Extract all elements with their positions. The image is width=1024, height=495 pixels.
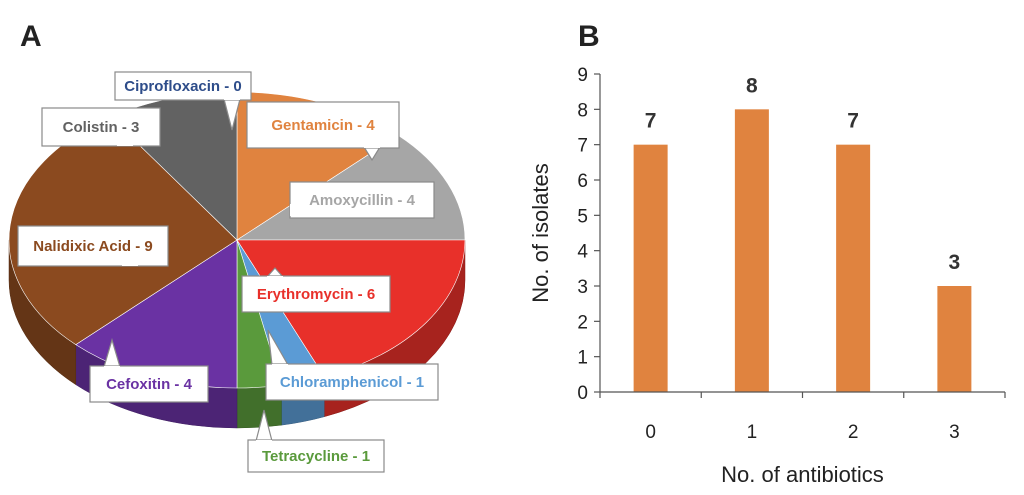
bar-1	[734, 109, 769, 392]
y-tick-label: 4	[577, 242, 588, 263]
bars: 7 8 7 3	[633, 74, 972, 392]
bar-0	[633, 144, 668, 392]
x-tick-label: 2	[848, 422, 859, 443]
bar-3	[937, 286, 972, 392]
y-tick-label: 7	[577, 136, 588, 157]
callout-gentamicin-4: Gentamicin - 4	[246, 101, 400, 162]
x-axis-ticks: 0 1 2 3	[599, 392, 1006, 443]
callout-chloramphenicol-1: Chloramphenicol - 1	[265, 329, 439, 401]
bar-chart: 0 1 2 3 4 5 6 7 8 9 7 8 7 3 0 1 2 3 No. of isolates No.…	[528, 65, 1006, 487]
callout-box	[247, 439, 385, 473]
slice-label-chloramphenicol-1: Chloramphenicol - 1	[280, 374, 424, 391]
callout-nalidixic-acid-9: Nalidixic Acid - 9	[17, 225, 169, 267]
y-axis-ticks: 0 1 2 3 4 5 6 7 8 9	[577, 65, 600, 404]
panel-label-a: A	[20, 20, 42, 53]
slice-label-amoxycillin-4: Amoxycillin - 4	[309, 192, 416, 209]
x-axis-title: No. of antibiotics	[721, 462, 884, 487]
y-tick-label: 8	[577, 100, 588, 121]
callout-amoxycillin-4: Amoxycillin - 4	[289, 181, 435, 219]
callout-box	[114, 71, 252, 101]
callout-box	[246, 101, 400, 149]
y-tick-label: 1	[577, 348, 588, 369]
callout-box	[265, 363, 439, 401]
panel-label-b: B	[578, 20, 600, 53]
x-tick-label: 0	[645, 422, 656, 443]
x-tick-label: 1	[747, 422, 758, 443]
callout-cefoxitin-4: Cefoxitin - 4	[89, 337, 209, 403]
y-tick-label: 6	[577, 171, 588, 192]
y-tick-label: 5	[577, 206, 588, 227]
pie-callouts: Ciprofloxacin - 0 Gentamicin - 4 Amoxycill…	[17, 71, 439, 473]
callout-colistin-3: Colistin - 3	[41, 107, 161, 147]
slice-label-cefoxitin-4: Cefoxitin - 4	[106, 376, 192, 393]
y-axis-title: No. of isolates	[528, 163, 553, 302]
bar-data-label: 8	[746, 74, 758, 97]
bar-2	[836, 144, 871, 392]
bar-data-label: 3	[949, 251, 961, 274]
slice-label-tetracycline-1: Tetracycline - 1	[262, 448, 370, 465]
callout-box	[89, 365, 209, 403]
callout-box	[17, 225, 169, 267]
callout-box	[241, 275, 391, 313]
slice-label-nalidixic-acid-9: Nalidixic Acid - 9	[33, 238, 152, 255]
callout-box	[289, 181, 435, 219]
y-tick-label: 3	[577, 277, 588, 298]
slice-label-colistin-3: Colistin - 3	[63, 119, 140, 136]
bar-data-label: 7	[645, 110, 657, 133]
slice-label-ciprofloxacin-0: Ciprofloxacin - 0	[124, 78, 242, 95]
slice-label-gentamicin-4: Gentamicin - 4	[271, 117, 375, 134]
pie-chart: Ciprofloxacin - 0 Gentamicin - 4 Amoxycill…	[8, 71, 466, 473]
callout-tetracycline-1: Tetracycline - 1	[247, 409, 385, 473]
y-tick-label: 0	[577, 383, 588, 404]
y-tick-label: 9	[577, 65, 588, 86]
slice-label-erythromycin-6: Erythromycin - 6	[257, 286, 375, 303]
bar-data-label: 7	[847, 110, 859, 133]
callout-erythromycin-6: Erythromycin - 6	[241, 267, 391, 313]
callout-ciprofloxacin-0: Ciprofloxacin - 0	[114, 71, 252, 131]
callout-box	[41, 107, 161, 147]
y-tick-label: 2	[577, 312, 588, 333]
x-tick-label: 3	[949, 422, 960, 443]
